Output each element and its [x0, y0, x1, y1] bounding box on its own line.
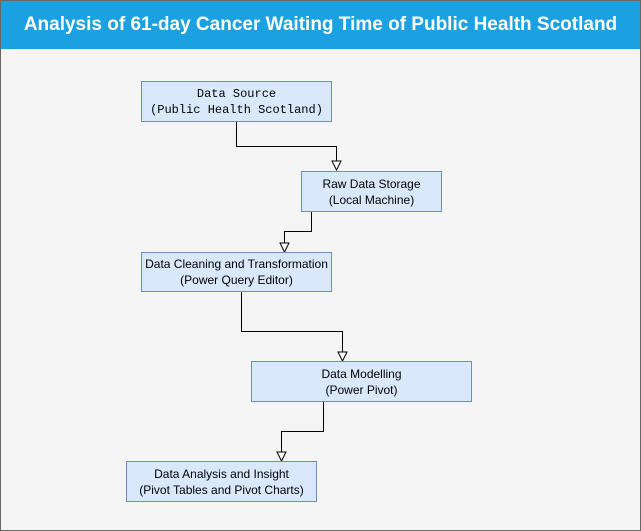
- node-data-modelling: Data Modelling (Power Pivot): [251, 361, 472, 402]
- node-data-source-label: Data Source: [196, 86, 277, 101]
- node-data-analysis-sublabel: (Pivot Tables and Pivot Charts): [139, 482, 304, 497]
- connector-cleaning-to-modelling: [241, 292, 343, 352]
- node-data-source-sublabel: (Public Health Scotland): [150, 102, 323, 117]
- node-data-cleaning: Data Cleaning and Transformation (Power …: [141, 252, 332, 292]
- node-data-modelling-label: Data Modelling: [321, 366, 402, 381]
- title-bar: Analysis of 61-day Cancer Waiting Time o…: [1, 1, 640, 49]
- node-data-modelling-sublabel: (Power Pivot): [325, 382, 398, 397]
- connector-modelling-to-analysis: [281, 402, 324, 452]
- diagram-title: Analysis of 61-day Cancer Waiting Time o…: [23, 14, 618, 35]
- arrowhead-cleaning-to-modelling: [337, 351, 348, 363]
- connector-storage-to-cleaning: [284, 212, 312, 243]
- node-data-cleaning-sublabel: (Power Query Editor): [180, 273, 293, 287]
- arrowhead-storage-to-cleaning: [279, 242, 290, 254]
- node-data-analysis: Data Analysis and Insight (Pivot Tables …: [126, 461, 317, 502]
- arrowhead-source-to-storage: [331, 160, 342, 172]
- node-raw-data-storage-sublabel: (Local Machine): [328, 192, 415, 207]
- node-data-analysis-label: Data Analysis and Insight: [154, 466, 289, 481]
- node-raw-data-storage-label: Raw Data Storage: [322, 176, 421, 191]
- node-raw-data-storage: Raw Data Storage (Local Machine): [301, 171, 442, 212]
- arrowhead-modelling-to-analysis: [276, 451, 287, 463]
- node-data-cleaning-label: Data Cleaning and Transformation: [145, 257, 328, 271]
- connector-source-to-storage: [236, 122, 337, 161]
- node-data-source: Data Source (Public Health Scotland): [141, 81, 332, 122]
